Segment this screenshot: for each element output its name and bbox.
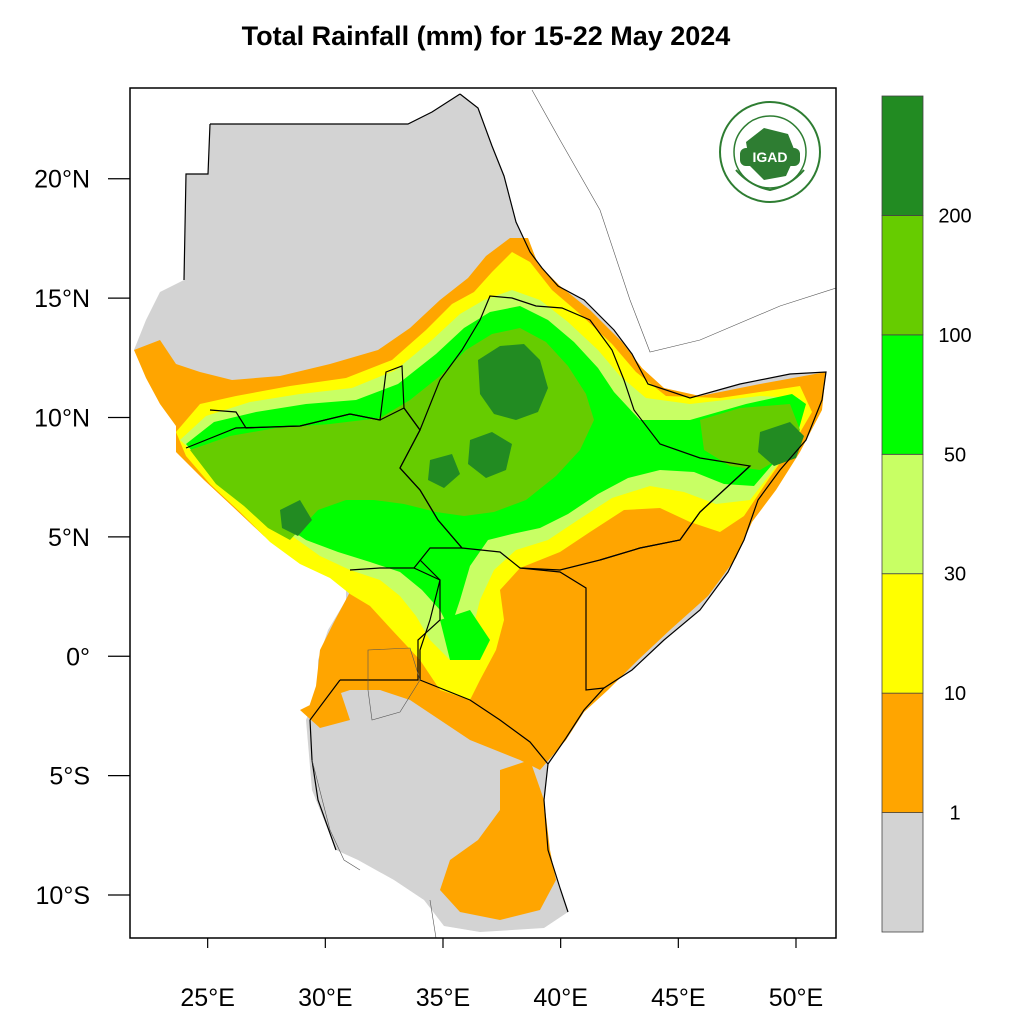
lon-tick-label: 35°E <box>416 984 470 1012</box>
logo-text: IGAD <box>753 149 788 165</box>
legend-swatch <box>881 215 924 336</box>
coastline <box>459 93 827 913</box>
legend-swatch <box>881 812 924 933</box>
uganda-border <box>340 567 441 681</box>
legend-swatch <box>881 95 924 216</box>
latitude-axis: 20°N 15°N 10°N 5°N 0° 5°S 10°S <box>34 166 130 910</box>
lon-tick-label: 50°E <box>769 984 823 1012</box>
map-title: Total Rainfall (mm) for 15-22 May 2024 <box>242 21 731 51</box>
neighbor-borders <box>311 89 836 938</box>
legend-swatch <box>881 453 924 575</box>
legend-label: 200 <box>938 205 971 227</box>
map-panel: IGAD <box>129 87 837 939</box>
laurel-icon <box>735 169 805 192</box>
legend-label: 10 <box>944 683 966 705</box>
lat-tick-label: 10°S <box>36 882 90 910</box>
lat-tick-label: 0° <box>66 643 90 671</box>
lat-tick-label: 10°N <box>34 404 90 432</box>
rain-over-200mm <box>280 344 804 536</box>
legend-label: 1 <box>949 803 960 825</box>
rainfall-fields <box>134 94 826 932</box>
logo-badge <box>740 148 800 166</box>
lon-tick-label: 30°E <box>298 984 352 1012</box>
lat-tick-label: 5°S <box>49 763 90 791</box>
longitude-axis: 25°E 30°E 35°E 40°E 45°E 50°E <box>180 938 823 1012</box>
south-sudan-border <box>185 407 464 571</box>
legend-label: 100 <box>938 325 971 347</box>
lon-tick-label: 25°E <box>180 984 234 1012</box>
legend-label: 50 <box>944 444 966 466</box>
lon-tick-label: 40°E <box>533 984 587 1012</box>
lat-tick-label: 5°N <box>48 524 90 552</box>
colorbar-legend: 1 10 30 50 100 200 <box>881 95 972 933</box>
legend-label: 30 <box>944 564 966 586</box>
lon-tick-label: 45°E <box>651 984 705 1012</box>
map-frame <box>129 87 837 939</box>
somalia-border <box>599 465 751 561</box>
ethiopia-border <box>399 295 752 571</box>
legend-swatch <box>881 573 924 694</box>
lat-tick-label: 20°N <box>34 166 90 194</box>
legend-swatch <box>881 334 924 455</box>
igad-logo: IGAD <box>719 101 821 203</box>
legend-swatch <box>881 692 924 813</box>
lat-tick-label: 15°N <box>34 285 90 313</box>
